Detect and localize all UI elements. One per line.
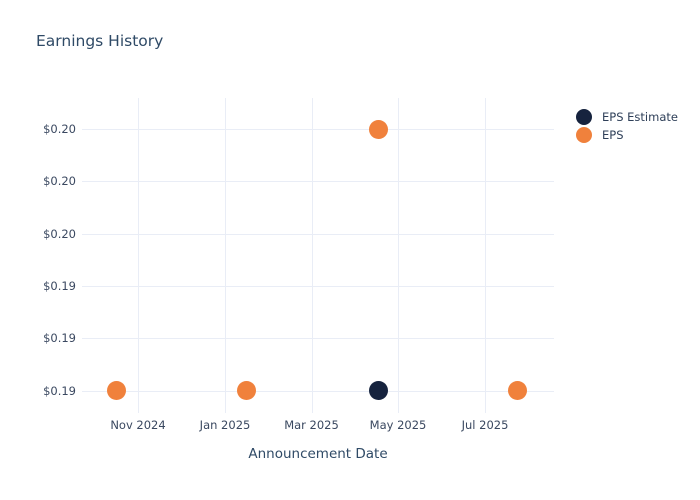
legend-item-label: EPS	[602, 127, 624, 142]
eps-estimate-point[interactable]	[368, 381, 388, 400]
x-tick-label: Jul 2025	[461, 418, 509, 432]
x-tick-label: Nov 2024	[110, 418, 166, 432]
v-gridline	[311, 98, 313, 413]
h-gridline	[82, 181, 554, 183]
v-gridline	[138, 98, 139, 413]
v-gridline	[398, 98, 399, 413]
x-axis-title: Announcement Date	[248, 446, 388, 462]
h-gridline	[82, 285, 554, 287]
legend-swatch-icon	[576, 126, 592, 143]
h-gridline	[82, 390, 554, 392]
chart-title: Earnings History	[36, 32, 164, 50]
eps-point[interactable]	[368, 119, 388, 139]
x-tick-label: May 2025	[369, 418, 427, 432]
y-tick-label: $0.19	[43, 331, 76, 346]
h-gridline	[82, 338, 554, 340]
legend-swatch-icon	[576, 108, 592, 125]
h-gridline	[82, 233, 554, 235]
eps-point[interactable]	[508, 381, 527, 400]
y-tick-label: $0.20	[43, 122, 76, 136]
legend-item-eps[interactable]: EPS	[576, 126, 624, 143]
v-gridline	[485, 98, 486, 413]
h-gridline	[82, 129, 554, 130]
y-tick-label: $0.19	[43, 383, 76, 398]
x-tick-label: Jan 2025	[199, 418, 251, 432]
eps-point[interactable]	[106, 381, 126, 400]
legend-item-eps-estimate[interactable]: EPS Estimate	[576, 108, 678, 125]
y-tick-label: $0.20	[43, 226, 76, 241]
x-tick-label: Mar 2025	[284, 418, 339, 432]
legend-item-label: EPS Estimate	[602, 109, 678, 124]
plot-area	[82, 98, 554, 413]
y-tick-label: $0.19	[43, 278, 76, 293]
eps-point[interactable]	[237, 381, 256, 400]
v-gridline	[225, 98, 226, 413]
y-tick-label: $0.20	[43, 174, 76, 189]
